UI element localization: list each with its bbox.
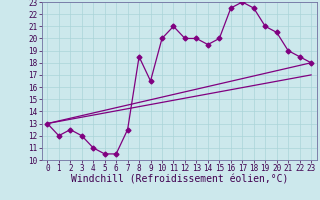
X-axis label: Windchill (Refroidissement éolien,°C): Windchill (Refroidissement éolien,°C) bbox=[70, 175, 288, 185]
